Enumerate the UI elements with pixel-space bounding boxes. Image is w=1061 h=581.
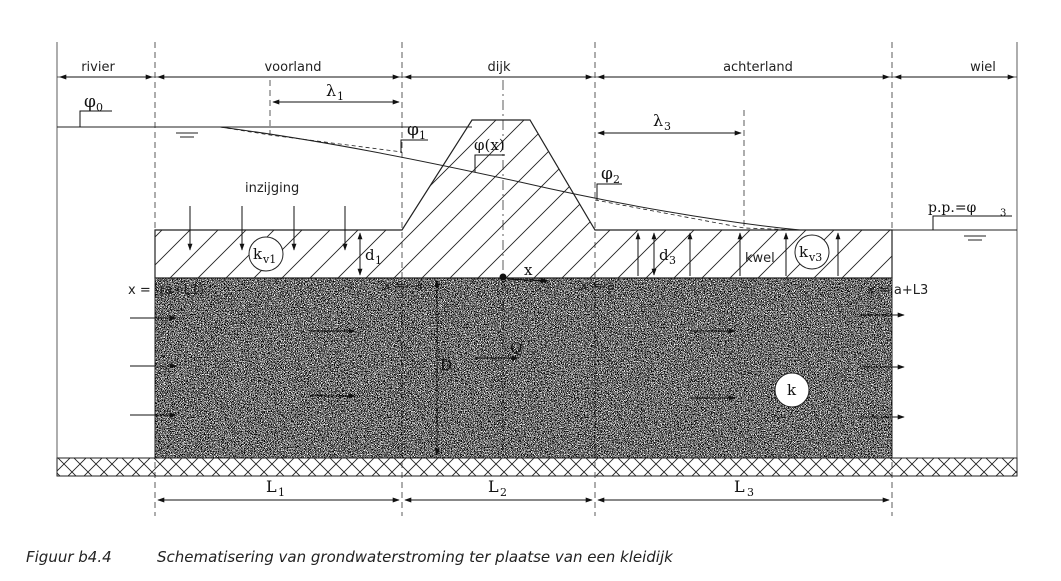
phi3-subscript: 3 <box>1000 208 1006 219</box>
phix-label: φ(x) <box>474 136 505 154</box>
phi1-symbol: φ <box>407 120 419 140</box>
phi0-symbol: φ <box>84 92 96 112</box>
piezometric-line-dashed <box>219 126 403 153</box>
zone-label-rivier: rivier <box>81 60 115 75</box>
kwel-label: kwel <box>745 251 775 266</box>
kv1-circle <box>248 236 284 272</box>
phi2-subscript: 2 <box>613 173 620 186</box>
L1-symbol: L <box>266 477 277 496</box>
phi0-subscript: 0 <box>96 101 103 114</box>
x-left-label: x = -(a+L1) <box>128 283 204 298</box>
inflow-arrows <box>130 315 177 418</box>
clay-cover-and-dike <box>154 119 893 279</box>
zone-label-wiel: wiel <box>970 60 996 75</box>
piezometric-line-dashed-right <box>594 199 801 231</box>
infiltration-arrows <box>187 206 348 251</box>
x-axis-label: x <box>524 261 533 279</box>
d3-symbol: d <box>659 246 669 264</box>
phi3-label: p.p.=φ <box>928 200 977 216</box>
phi2-symbol: φ <box>601 164 613 184</box>
kv3-subscript: v3 <box>808 251 822 264</box>
x-right-label: x = a+L3 <box>867 283 928 298</box>
k-symbol: k <box>787 381 797 399</box>
d1-symbol: d <box>365 246 375 264</box>
Q-label: Q <box>510 339 522 357</box>
lambda1-symbol: λ <box>326 81 336 100</box>
zone-label-voorland: voorland <box>264 60 321 75</box>
figure-caption: Figuur b4.4 Schematisering van grondwate… <box>26 548 1026 572</box>
x-minus-a-label: x = -a <box>383 279 423 294</box>
zone-label-dijk: dijk <box>487 60 510 75</box>
kv1-subscript: v1 <box>262 253 276 266</box>
L3-symbol: L <box>734 477 745 496</box>
impermeable-base <box>56 457 1018 477</box>
origin-point <box>499 273 507 281</box>
phi1-marker <box>400 139 428 153</box>
kv1-symbol: k <box>253 245 263 263</box>
caption-text: Schematisering van grondwaterstroming te… <box>157 548 673 566</box>
kv3-circle <box>794 234 830 270</box>
polder-water-symbol <box>964 235 986 241</box>
inzijging-label: inzijging <box>245 181 299 196</box>
x-plus-a-label: x = a <box>580 279 615 294</box>
x-axis-arrow <box>506 277 549 284</box>
kv3-symbol: k <box>799 243 809 261</box>
d1-subscript: 1 <box>375 254 382 267</box>
seepage-arrows <box>635 232 841 276</box>
caption-number: Figuur b4.4 <box>26 548 112 566</box>
aquifer-flow-arrows <box>310 328 736 401</box>
phix-marker <box>474 154 505 172</box>
aquifer-sand-layer <box>155 278 892 458</box>
L2-symbol: L <box>488 477 499 496</box>
L3-subscript: 3 <box>747 486 754 499</box>
river-water-symbol <box>176 132 198 138</box>
phi3-marker <box>932 215 1012 230</box>
phi0-marker <box>79 110 112 127</box>
lambda3-subscript: 3 <box>664 120 671 133</box>
lambda3-symbol: λ <box>653 111 663 130</box>
zone-label-achterland: achterland <box>723 60 793 75</box>
phi1-subscript: 1 <box>419 129 426 142</box>
outflow-arrows <box>860 312 905 420</box>
k-circle <box>774 372 810 408</box>
L2-subscript: 2 <box>500 486 507 499</box>
lambda1-subscript: 1 <box>337 90 344 103</box>
phi2-marker <box>596 183 622 200</box>
d3-subscript: 3 <box>669 254 676 267</box>
L1-subscript: 1 <box>278 486 285 499</box>
D-label: D <box>440 356 452 374</box>
